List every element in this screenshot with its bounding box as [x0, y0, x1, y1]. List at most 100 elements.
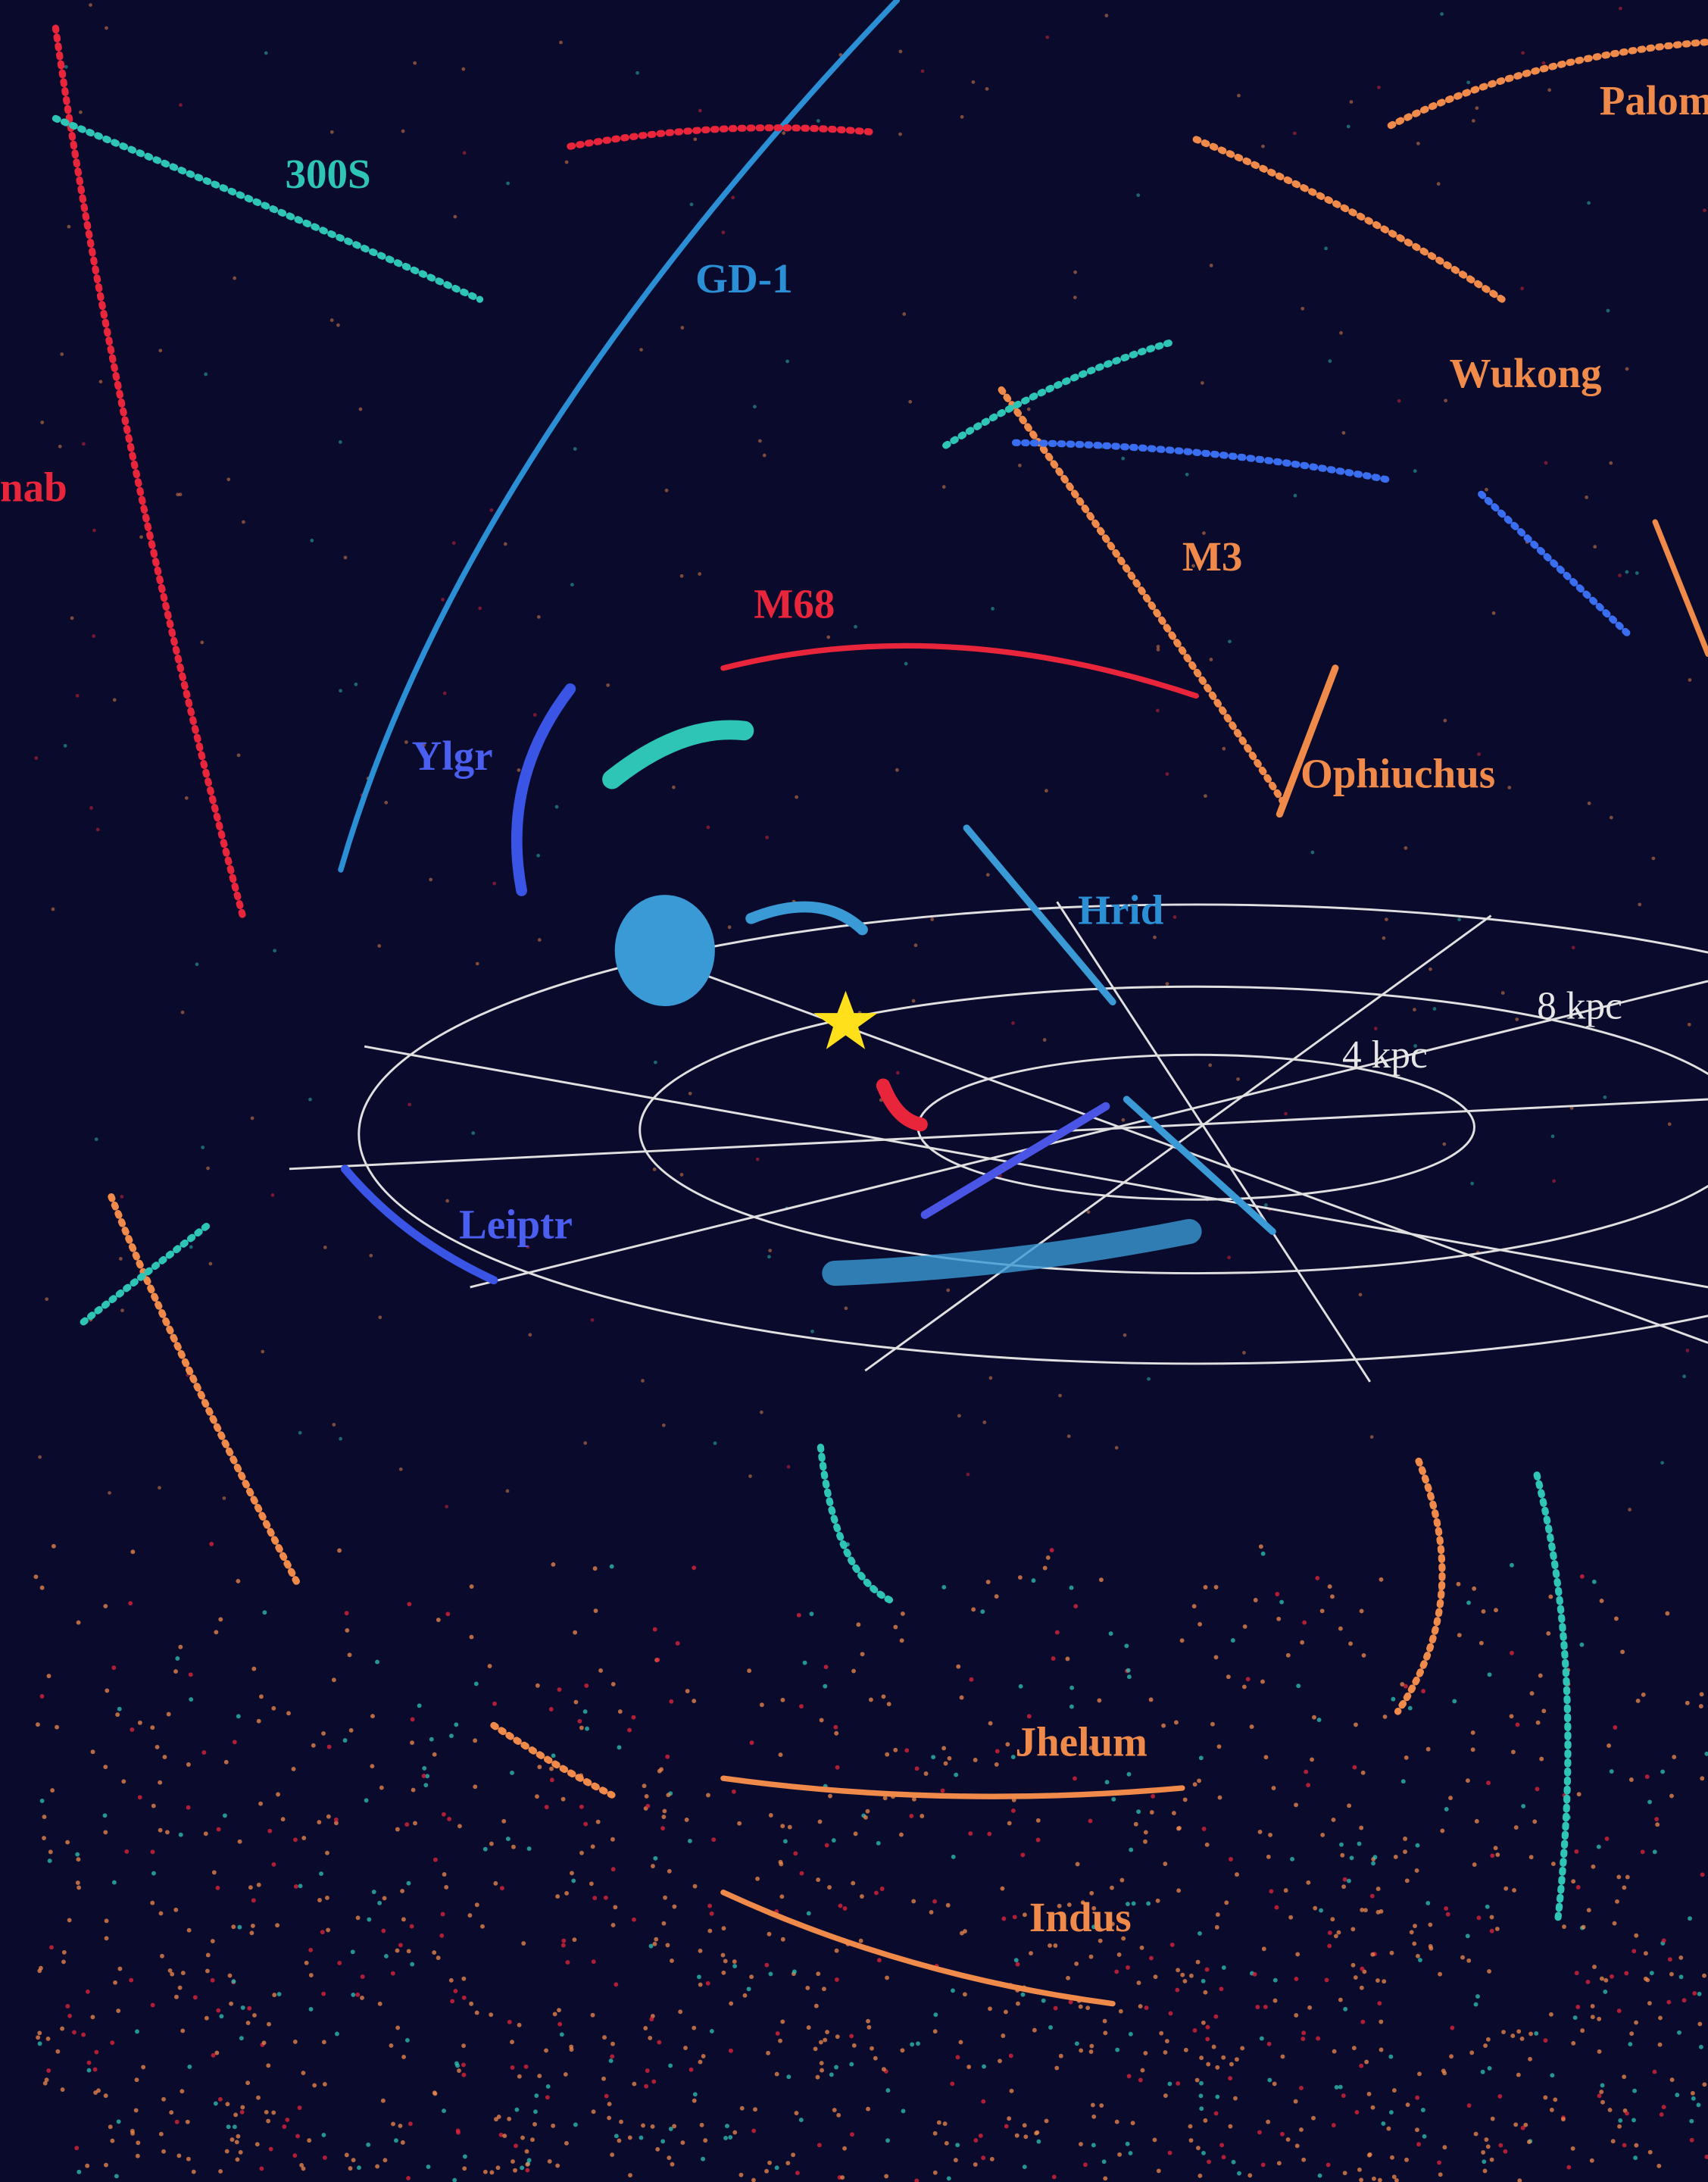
star-dot: [779, 1894, 785, 1899]
star-dot: [39, 1693, 45, 1699]
star-dot: [216, 1827, 221, 1832]
star-dot: [1334, 2084, 1339, 2090]
star-dot: [1276, 2161, 1282, 2166]
star-dot: [866, 2106, 870, 2112]
star-dot: [1620, 1649, 1625, 1655]
star-dot: [219, 2014, 224, 2019]
star-dot: [669, 1699, 674, 1704]
star-dot: [471, 1131, 476, 1135]
star-dot: [573, 447, 577, 451]
star-dot: [1528, 1855, 1534, 1860]
star-dot: [601, 2076, 606, 2081]
star-dot: [667, 1868, 672, 1874]
star-dot: [248, 1885, 253, 1890]
star-dot: [547, 2159, 552, 2164]
stream-jhelum: [720, 1775, 1185, 1799]
star-dot: [308, 1947, 314, 1952]
star-dot: [954, 1772, 959, 1777]
star-dot: [688, 1091, 692, 1096]
star-dot: [1179, 1638, 1185, 1643]
star-dot: [1266, 2041, 1272, 2046]
star-dot: [1119, 1877, 1125, 1883]
star-dot: [1391, 2174, 1397, 2180]
star-dot: [92, 2067, 98, 2072]
star-dot: [86, 2060, 92, 2065]
star-dot: [160, 1953, 164, 1958]
star-dot: [721, 1926, 726, 1931]
star-dot: [218, 1617, 223, 1622]
star-dot: [727, 925, 732, 930]
star-dot: [662, 1808, 667, 1814]
star-dot: [139, 535, 143, 539]
label: Jhelum: [1016, 1719, 1148, 1765]
star-dot: [191, 2169, 196, 2174]
star-dot: [755, 1157, 760, 1161]
star-dot: [1341, 430, 1346, 435]
star-dot: [1575, 1885, 1581, 1890]
star-dot: [1022, 2165, 1027, 2170]
star-dot: [1696, 2102, 1701, 2108]
star-dot: [1215, 1912, 1220, 1918]
star-dot: [810, 1329, 814, 1333]
star-dot: [355, 1992, 361, 1997]
star-dot: [1661, 2105, 1666, 2110]
star-dot: [1516, 2029, 1522, 2034]
star-dot: [1301, 2157, 1307, 2162]
star-dot: [167, 1968, 173, 1973]
star-dot: [1247, 2173, 1253, 2178]
star-dot: [853, 1831, 858, 1837]
star-dot: [205, 1952, 211, 1958]
star-dot: [158, 1827, 163, 1833]
star-dot: [1487, 1968, 1492, 1974]
star-dot: [1483, 2043, 1488, 2048]
star-dot: [1478, 1640, 1484, 1646]
star-dot: [1272, 1998, 1278, 2003]
star-dot: [732, 2130, 738, 2135]
star-dot: [395, 1948, 400, 1953]
star-dot: [158, 1486, 161, 1490]
star-dot: [158, 1911, 164, 1916]
star-dot: [475, 961, 479, 966]
star-dot: [760, 1410, 763, 1415]
star-dot: [604, 2093, 609, 2099]
star-dot: [1519, 2036, 1525, 2041]
star-dot: [1164, 2039, 1169, 2043]
star-dot: [498, 2132, 504, 2137]
stream-blob: [602, 720, 754, 789]
star-dot: [1338, 2084, 1343, 2090]
star-dot: [1203, 2118, 1208, 2123]
star-dot: [943, 1761, 948, 1766]
star-dot: [510, 1770, 514, 1775]
star-dot: [1124, 1643, 1129, 1649]
star-dot: [941, 1584, 947, 1590]
star-dot: [1001, 1916, 1007, 1921]
star-dot: [276, 1792, 280, 1797]
star-dot: [1364, 2059, 1369, 2065]
star-dot: [914, 1766, 920, 1771]
star-dot: [1091, 2143, 1096, 2148]
star-dot: [944, 2140, 949, 2146]
star-dot: [89, 3, 92, 8]
star-dot: [1404, 846, 1408, 850]
star-dot: [1470, 1747, 1475, 1752]
star-dot: [1279, 1599, 1285, 1605]
star-dot: [467, 1913, 473, 1918]
star-dot: [1221, 1965, 1226, 1970]
star-dot: [186, 1927, 192, 1933]
star-dot: [1652, 1849, 1657, 1855]
star-dot: [1425, 1900, 1431, 1905]
star-dot: [1634, 1933, 1639, 1938]
star-dot: [1191, 1604, 1197, 1608]
star-dot: [739, 2105, 745, 2111]
star-dot: [164, 1830, 170, 1835]
star-dot: [1473, 2131, 1478, 2137]
star-dot: [158, 349, 163, 353]
star-dot: [651, 1864, 655, 1868]
star-dot: [530, 2137, 535, 2143]
star-dot: [174, 1994, 179, 1999]
star-dot: [161, 2096, 166, 2102]
star-dot: [1359, 1985, 1364, 1990]
star-dot: [1358, 1293, 1363, 1297]
star-dot: [1687, 1022, 1691, 1027]
star-dot: [749, 1740, 754, 1746]
